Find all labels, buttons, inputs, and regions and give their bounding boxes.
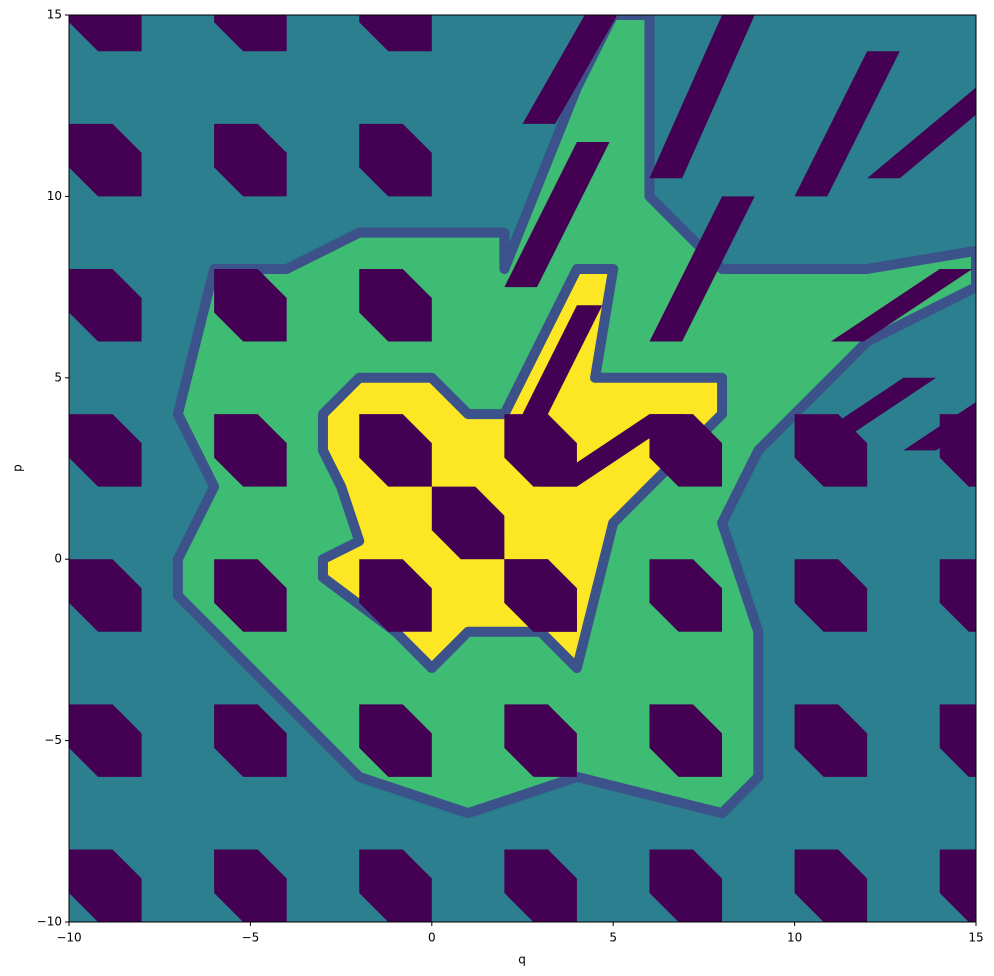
island [794, 559, 868, 632]
island [69, 414, 142, 487]
island [69, 704, 142, 777]
y-tick-label: −10 [37, 915, 62, 929]
axes-frame [68, 14, 977, 923]
island [939, 559, 976, 632]
y-axis-label: p [11, 464, 25, 472]
x-axis-label: q [518, 953, 526, 967]
island [69, 849, 142, 922]
x-tick-label: 0 [428, 931, 436, 945]
island [504, 141, 610, 288]
island [214, 414, 287, 487]
island [649, 559, 723, 632]
y-tick-label: −5 [44, 733, 62, 747]
island [359, 414, 432, 487]
island [214, 15, 287, 52]
island [939, 849, 976, 922]
island [504, 305, 603, 451]
x-tick-label: −5 [242, 931, 260, 945]
island [359, 559, 432, 632]
island [69, 268, 142, 342]
island [214, 268, 287, 342]
y-tick-label: 10 [47, 189, 62, 203]
island [214, 559, 287, 632]
island [214, 123, 287, 197]
island [939, 704, 976, 777]
island [214, 704, 287, 777]
island [359, 268, 432, 342]
island [649, 196, 755, 342]
island [359, 849, 432, 922]
island [522, 15, 618, 124]
y-tick-label: 15 [47, 8, 62, 22]
island [69, 559, 142, 632]
island [794, 704, 868, 777]
x-tick-label: 15 [968, 931, 983, 945]
island [649, 849, 723, 922]
heatmap-image [69, 15, 976, 922]
y-tick-label: 0 [54, 552, 62, 566]
island [69, 15, 142, 52]
island [504, 559, 577, 632]
x-tick-label: 10 [787, 931, 802, 945]
island [903, 401, 976, 451]
island [649, 704, 723, 777]
island [359, 15, 432, 52]
island [867, 87, 976, 179]
island [649, 414, 723, 487]
island [431, 486, 505, 560]
island [794, 51, 900, 197]
island [540, 414, 686, 487]
y-tick-label: 5 [54, 370, 62, 384]
island [69, 123, 142, 197]
x-tick-label: −10 [56, 931, 81, 945]
island [504, 704, 577, 777]
island [649, 15, 755, 179]
island [794, 849, 868, 922]
island [359, 123, 432, 197]
island [214, 849, 287, 922]
island [830, 268, 973, 342]
x-tick-label: 5 [609, 931, 617, 945]
island [794, 377, 937, 451]
island [504, 849, 577, 922]
island [359, 704, 432, 777]
